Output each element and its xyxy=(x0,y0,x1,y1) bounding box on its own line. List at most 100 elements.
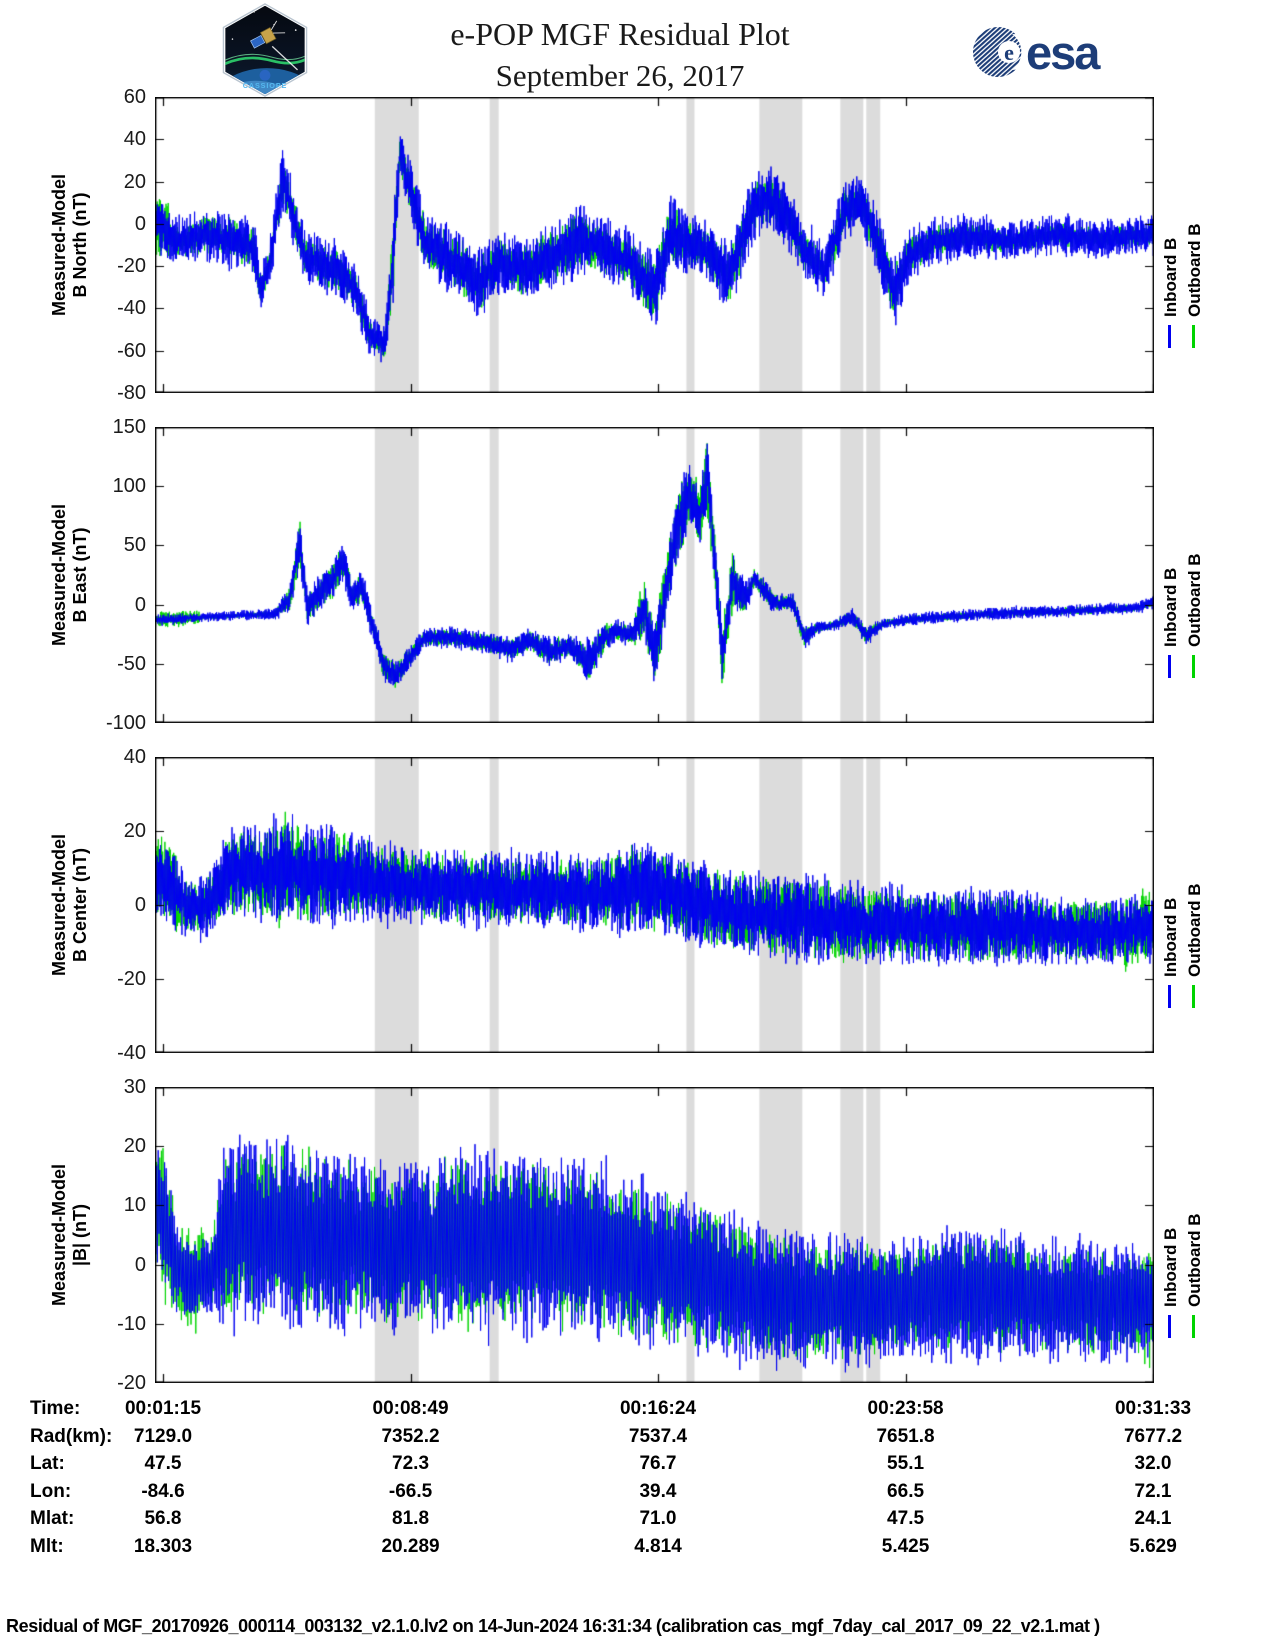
y-tick-label: 20 xyxy=(123,170,146,193)
y-tick-label: -20 xyxy=(117,1372,146,1394)
y-tick-label: 20 xyxy=(123,820,146,842)
plot-panel-bnt xyxy=(155,1087,1154,1383)
legend-inboard-label: Inboard B xyxy=(1161,1227,1180,1307)
table-cell: -66.5 xyxy=(388,1480,433,1502)
cassiope-logo: CASSIOPE xyxy=(218,3,312,97)
plot-panel-bnorthnt xyxy=(155,97,1154,393)
y-tick-label: 20 xyxy=(123,1135,146,1158)
legend-outboard-key xyxy=(1192,985,1195,1008)
table-cell: 7677.2 xyxy=(1123,1425,1183,1447)
legend-inboard-label: Inboard B xyxy=(1161,237,1180,317)
legend-inboard-key xyxy=(1168,985,1171,1008)
table-cell: 47.5 xyxy=(887,1508,925,1530)
table-cell: 81.8 xyxy=(392,1508,430,1530)
table-cell: 56.8 xyxy=(144,1508,182,1530)
table-cell: 5.629 xyxy=(1129,1536,1177,1557)
legend-inboard-key xyxy=(1168,325,1171,348)
page-title: e-POP MGF Residual Plot xyxy=(450,16,790,52)
table-cell: 76.7 xyxy=(639,1453,677,1475)
y-axis-label: Measured-Model |B| (nT) xyxy=(49,1164,91,1306)
table-row-label: Lat: xyxy=(30,1453,65,1475)
table-cell: 00:31:33 xyxy=(1114,1398,1192,1419)
page-subtitle: September 26, 2017 xyxy=(495,58,745,93)
table-cell: 7129.0 xyxy=(133,1425,193,1447)
y-tick-label: -40 xyxy=(117,1042,146,1064)
table-cell: 72.1 xyxy=(1134,1480,1172,1502)
y-tick-label: -10 xyxy=(117,1312,146,1335)
y-tick-label: -80 xyxy=(117,382,146,404)
esa-logo: e esa xyxy=(962,24,1112,82)
y-axis-label-line1: Measured-Model xyxy=(48,833,69,977)
y-tick-label: 50 xyxy=(123,534,146,557)
y-axis-label: Measured-Model B Center (nT) xyxy=(49,834,91,976)
table-cell: 71.0 xyxy=(639,1508,677,1530)
y-tick-label: -50 xyxy=(117,652,146,675)
legend-outboard-key xyxy=(1192,1315,1195,1338)
legend-inboard-key xyxy=(1168,1315,1171,1338)
y-tick-label: 30 xyxy=(123,1076,146,1098)
table-row-label: Time: xyxy=(30,1398,81,1419)
esa-logo-graphic: e esa xyxy=(973,26,1103,79)
legend-inboard-label: Inboard B xyxy=(1161,567,1180,647)
y-tick-label: 0 xyxy=(134,1253,146,1276)
legend-outboard-label: Outboard B xyxy=(1185,553,1204,648)
footer-caption: Residual of MGF_20170926_000114_003132_v… xyxy=(6,1616,1100,1636)
y-tick-label: 0 xyxy=(134,894,146,916)
y-tick-label: 150 xyxy=(112,416,146,438)
y-axis-label-line2: B Center (nT) xyxy=(70,848,90,962)
table-cell: 39.4 xyxy=(639,1480,677,1502)
y-tick-label: 40 xyxy=(123,128,146,151)
legend-outboard-key xyxy=(1192,325,1195,348)
table-cell: 4.814 xyxy=(634,1536,682,1557)
y-tick-label: -40 xyxy=(117,297,146,320)
y-axis-label-line1: Measured-Model xyxy=(48,173,69,317)
table-cell: 7537.4 xyxy=(628,1425,688,1447)
table-row-label: Mlt: xyxy=(30,1536,64,1557)
y-axis-label-line1: Measured-Model xyxy=(48,1163,69,1307)
y-tick-label: 0 xyxy=(134,593,146,616)
plot-panel-beastnt xyxy=(155,427,1154,723)
y-tick-label: -20 xyxy=(117,968,146,990)
legend-inboard-label: Inboard B xyxy=(1161,897,1180,977)
table-cell: -84.6 xyxy=(141,1480,185,1502)
esa-logo-text: esa xyxy=(1026,26,1101,79)
svg-text:e: e xyxy=(1004,40,1014,65)
legend-outboard-key xyxy=(1192,655,1195,678)
table-row-label: Lon: xyxy=(30,1480,72,1502)
y-tick-label: -100 xyxy=(105,712,146,734)
legend-outboard-label: Outboard B xyxy=(1185,883,1204,978)
y-axis-label: Measured-Model B East (nT) xyxy=(49,504,91,646)
table-row-label: Rad(km): xyxy=(30,1425,113,1447)
table-cell: 32.0 xyxy=(1134,1453,1172,1475)
table-cell: 55.1 xyxy=(887,1453,925,1475)
table-cell: 66.5 xyxy=(887,1480,925,1502)
legend-outboard-label: Outboard B xyxy=(1185,1213,1204,1308)
table-cell: 24.1 xyxy=(1134,1508,1172,1530)
table-cell: 47.5 xyxy=(144,1453,182,1475)
plot-panel-bcenternt xyxy=(155,757,1154,1053)
y-axis-label: Measured-Model B North (nT) xyxy=(49,174,91,316)
y-tick-label: 60 xyxy=(123,86,146,108)
table-cell: 00:08:49 xyxy=(372,1398,449,1419)
table-cell: 5.425 xyxy=(881,1536,930,1557)
table-cell: 00:01:15 xyxy=(124,1398,202,1419)
y-tick-label: 40 xyxy=(123,746,146,768)
y-tick-label: 0 xyxy=(134,212,146,235)
table-cell: 00:23:58 xyxy=(867,1398,944,1419)
table-cell: 18.303 xyxy=(133,1536,193,1557)
cassiope-logo-graphic: CASSIOPE xyxy=(222,3,308,97)
y-tick-label: 100 xyxy=(112,475,146,498)
table-cell: 72.3 xyxy=(392,1453,430,1475)
y-axis-label-line2: B East (nT) xyxy=(70,527,90,623)
table-cell: 20.289 xyxy=(381,1536,440,1557)
table-cell: 00:16:24 xyxy=(619,1398,697,1419)
table-row-label: Mlat: xyxy=(30,1508,75,1530)
y-tick-label: 10 xyxy=(123,1194,146,1217)
y-tick-label: -60 xyxy=(117,339,146,362)
legend-outboard-label: Outboard B xyxy=(1185,223,1204,318)
legend-inboard-key xyxy=(1168,655,1171,678)
table-cell: 7651.8 xyxy=(876,1425,935,1447)
y-axis-label-line2: |B| (nT) xyxy=(70,1203,90,1267)
cassiope-logo-text: CASSIOPE xyxy=(243,81,288,90)
